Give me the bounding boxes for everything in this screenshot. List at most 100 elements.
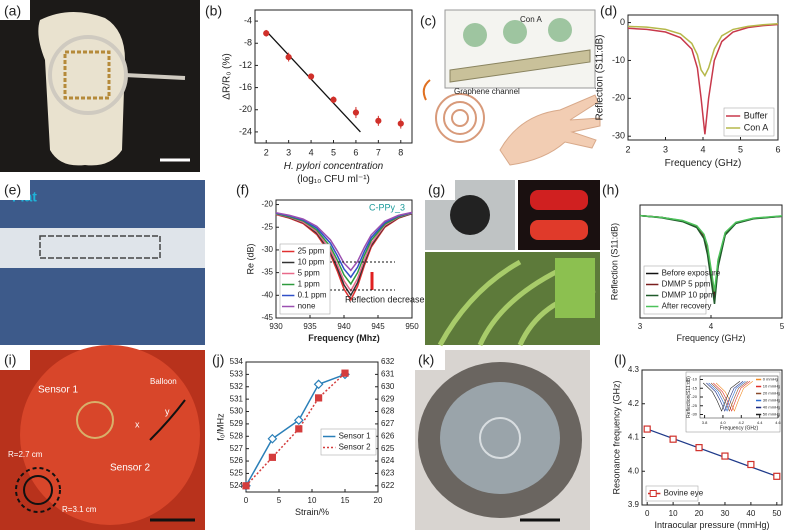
y-axis-label: Reflection (S11:dB) [595,35,606,121]
label-bg [0,350,30,370]
y2-tick-label: 627 [381,419,395,428]
marker [285,54,292,61]
x-tick-label: 30 [721,509,730,518]
marker [352,109,360,116]
y-tick-label: 4.2 [628,399,640,408]
fit-line [646,428,778,477]
panel-label: (j) [212,352,224,368]
label: Sensor 1 [38,385,78,396]
photo-i: Sensor 1 Balloon Sensor 2 R=2.7 cm R=3.1… [0,345,205,530]
y2-tick-label: 630 [381,382,395,391]
fit-line [265,30,361,133]
y2-tick-label: 625 [381,444,395,453]
annotation: Reflection decrease [345,294,425,304]
y-tick-label: -30 [612,131,625,141]
radius-circle [15,467,61,513]
y-axis-label: Reflection(S11:dB) [686,376,692,418]
x-tick-label: 8 [398,147,403,157]
legend-box [723,107,775,137]
y-tick-label: 3.9 [628,500,640,509]
chart: 2 3 4 5 6 7 8 -4 -8 -12 -16 -20 -24 H. pylori concent… [222,9,413,185]
protein [548,18,572,42]
graphene-sheet [449,49,591,83]
y-tick-label: -30 [691,412,698,417]
y-tick-label: 4.3 [628,365,640,374]
x-tick-label: 0 [244,496,249,505]
label: y [165,406,170,416]
y2-tick-label: 632 [381,357,395,366]
x-tick-label: 5 [780,322,785,331]
x-axis-label: Frequency (Mhz) [308,333,380,343]
panel-label: (b) [205,3,222,19]
y-axis-label: f₀/MHz [216,413,226,441]
legend-label: 50 mmHg [763,412,780,417]
y-tick-label: -35 [261,268,273,277]
cornea [440,382,560,494]
y-tick-label: -16 [239,82,252,92]
panel-label: (k) [418,352,434,368]
legend-label: DMMP 10 ppm [662,291,716,300]
legend-label: After recovery [662,302,712,311]
series-line [702,381,741,412]
light [530,220,588,240]
y-tick-label: -30 [261,245,273,254]
watch [450,195,490,235]
y-tick-label: 529 [230,419,244,428]
substrate [0,228,205,268]
series-line [627,23,779,135]
x-axis-label: H. pylori concentration [284,161,384,172]
marker [695,444,703,452]
legend-box [645,485,699,502]
x-tick-label: 930 [269,322,283,331]
y-axis-label: Resonance frequency (GHz) [612,380,622,494]
y-tick-label: -25 [261,222,273,231]
x-tick-label: 935 [303,322,317,331]
x-tick-label: 4 [709,322,714,331]
legend-label: 1 ppm [298,280,321,289]
marker [773,472,781,480]
x-tick-label: 6 [353,147,358,157]
signal-wave [422,79,431,101]
marker [643,425,651,433]
y-tick-label: 4.0 [628,466,640,475]
y2-tick-label: 629 [381,394,395,403]
illustration-c: Con A Graphene channel [422,9,601,166]
legend-label: 5 ppm [298,269,321,278]
legend-box [320,428,377,456]
chart: 0 10 20 30 40 50 3.9 4.0 4.1 4.2 4.3 Intraocular pr… [612,365,783,530]
y2-tick-label: 624 [381,456,395,465]
y-tick-label: 525 [230,469,244,478]
legend-label: Buffer [744,110,768,120]
sensor [479,417,521,459]
x-tick-label: 4.0 [720,420,726,425]
x-tick-label: 6 [775,144,780,154]
series-line [713,381,751,412]
y-tick-label: -10 [691,377,698,382]
y-tick-label: 530 [230,407,244,416]
series-line [627,22,779,78]
axis-arrow [149,399,186,441]
legend-label: Before exposure [662,269,721,278]
y-tick-label: -20 [261,200,273,209]
sensor-pattern [63,50,111,100]
legend-label: DMMP 5 ppm [662,280,711,289]
x-tick-label: 10 [308,496,317,505]
legend-label: Bovine eye [664,489,704,498]
marker [293,415,304,426]
legend-label: 30 mmHg [763,398,780,403]
x-tick-label: 945 [371,322,385,331]
legend-label: 25 ppm [298,247,325,256]
series-line [715,381,753,412]
marker [747,460,755,469]
y-tick-label: -8 [244,38,252,48]
chart: 2 3 4 5 6 0 -10 -20 -30 Frequency (GHz) Reflection… [595,14,781,169]
chart: 930 935 940 945 950 -20 -25 -30 -35 -40 -45 Frequen… [246,199,425,343]
x-tick-label: 4 [700,144,705,154]
marker [268,453,276,461]
y2-tick-label: 623 [381,469,395,478]
marker [397,120,404,127]
chart: 3 4 5 Frequency (GHz) Reflection (S11:dB) Bef… [610,204,785,343]
x-tick-label: 10 [669,509,678,518]
marker [242,482,250,490]
